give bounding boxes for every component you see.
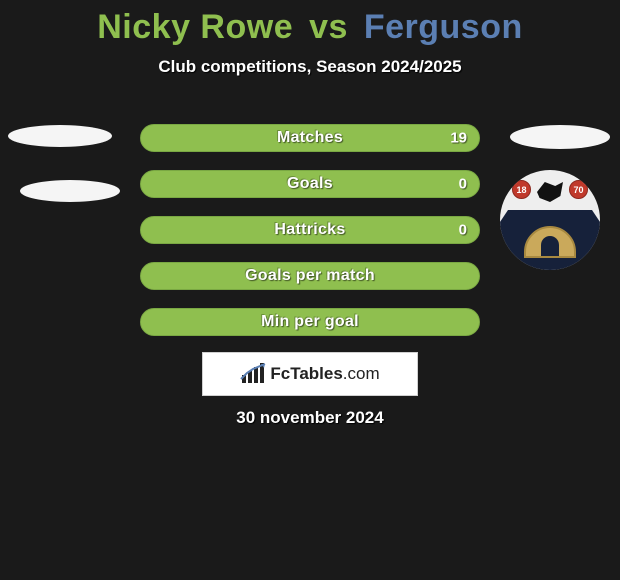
left-placeholder-ellipse-1 (8, 125, 112, 147)
stat-bars: Matches 19 Goals 0 Hattricks 0 Goals per… (140, 124, 480, 354)
crest-bird-icon (537, 182, 563, 202)
brand-suffix: .com (343, 364, 380, 383)
bar-goals: Goals 0 (140, 170, 480, 198)
brand-text: FcTables.com (270, 364, 379, 384)
bar-value: 0 (459, 176, 467, 193)
title-player-right: Ferguson (364, 8, 523, 46)
bar-label: Min per goal (261, 313, 359, 331)
bar-label: Goals per match (245, 267, 375, 285)
crest-year-right: 70 (569, 180, 588, 199)
brand-name: FcTables (270, 364, 342, 383)
bar-min-per-goal: Min per goal (140, 308, 480, 336)
bar-label: Hattricks (274, 221, 345, 239)
bar-label: Goals (287, 175, 333, 193)
title-vs: vs (309, 8, 348, 46)
club-crest: 18 70 (500, 170, 600, 270)
page-title: Nicky Rowe vs Ferguson (0, 0, 620, 47)
bar-label: Matches (277, 129, 343, 147)
bar-hattricks: Hattricks 0 (140, 216, 480, 244)
crest-bridge-icon (524, 226, 576, 258)
title-player-left: Nicky Rowe (97, 8, 293, 46)
bar-chart-icon (240, 363, 266, 385)
brand-attribution: FcTables.com (202, 352, 418, 396)
snapshot-date: 30 november 2024 (0, 408, 620, 428)
bar-value: 0 (459, 222, 467, 239)
subtitle: Club competitions, Season 2024/2025 (0, 57, 620, 77)
crest-year-left: 18 (512, 180, 531, 199)
left-placeholder-ellipse-2 (20, 180, 120, 202)
bar-matches: Matches 19 (140, 124, 480, 152)
bar-value: 19 (450, 130, 467, 147)
right-placeholder-ellipse (510, 125, 610, 149)
bar-goals-per-match: Goals per match (140, 262, 480, 290)
